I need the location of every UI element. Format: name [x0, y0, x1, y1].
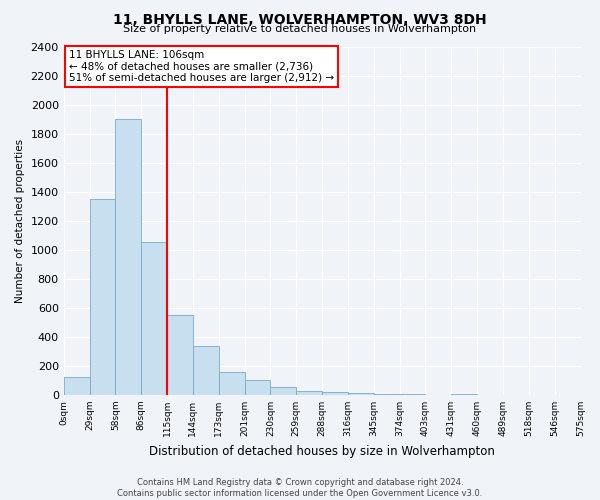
- Bar: [374, 394, 400, 395]
- Bar: [167, 315, 193, 395]
- Bar: [89, 199, 115, 395]
- Bar: [296, 390, 322, 395]
- Y-axis label: Number of detached properties: Number of detached properties: [15, 138, 25, 303]
- Bar: [193, 346, 219, 395]
- Bar: [141, 242, 167, 395]
- Bar: [271, 387, 296, 395]
- Text: 11 BHYLLS LANE: 106sqm
← 48% of detached houses are smaller (2,736)
51% of semi-: 11 BHYLLS LANE: 106sqm ← 48% of detached…: [69, 50, 334, 83]
- Bar: [322, 392, 348, 395]
- Bar: [245, 380, 271, 395]
- Text: Size of property relative to detached houses in Wolverhampton: Size of property relative to detached ho…: [124, 24, 476, 34]
- Bar: [64, 377, 89, 395]
- Bar: [348, 394, 374, 395]
- Bar: [115, 119, 141, 395]
- Text: 11, BHYLLS LANE, WOLVERHAMPTON, WV3 8DH: 11, BHYLLS LANE, WOLVERHAMPTON, WV3 8DH: [113, 12, 487, 26]
- Bar: [219, 372, 245, 395]
- Text: Contains HM Land Registry data © Crown copyright and database right 2024.
Contai: Contains HM Land Registry data © Crown c…: [118, 478, 482, 498]
- Bar: [451, 394, 477, 395]
- X-axis label: Distribution of detached houses by size in Wolverhampton: Distribution of detached houses by size …: [149, 444, 495, 458]
